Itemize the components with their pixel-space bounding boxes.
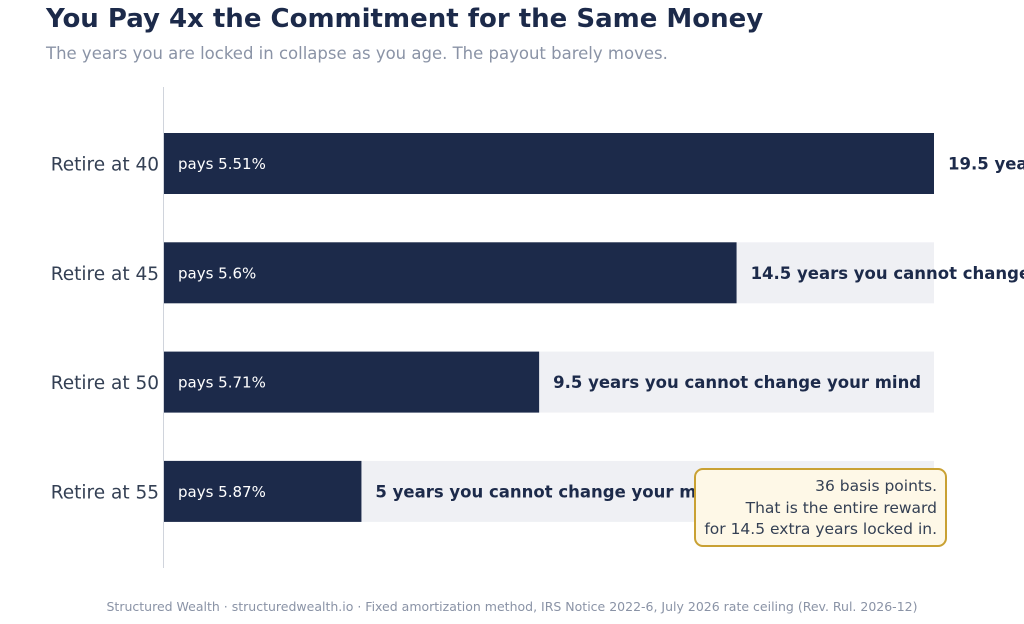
bar <box>164 242 737 304</box>
bar-value-label: 19.5 years you cannot change your mind <box>948 155 1024 174</box>
bar <box>164 460 362 522</box>
bar-rate-label: pays 5.87% <box>178 483 266 501</box>
footer-source: Structured Wealth · structuredwealth.io … <box>106 599 918 614</box>
bar-rate-label: pays 5.51% <box>178 155 266 173</box>
bars-group: Retire at 40 pays 5.51% 19.5 years you can… <box>51 133 1024 522</box>
bar-value-label: 14.5 years you cannot change your mind <box>751 264 1024 283</box>
bar-value-label: 9.5 years you cannot change your mind <box>553 373 921 392</box>
chart-subtitle: The years you are locked in collapse as … <box>46 44 668 63</box>
chart-title: You Pay 4x the Commitment for the Same M… <box>46 4 764 34</box>
annotation-line: for 14.5 extra years locked in. <box>704 520 937 538</box>
bar-value-label: 5 years you cannot change your mind <box>375 482 725 501</box>
annotation-line: That is the entire reward <box>745 498 937 517</box>
annotation-line: 36 basis points. <box>815 477 937 495</box>
category-label: Retire at 45 <box>51 264 159 285</box>
category-label: Retire at 40 <box>51 155 159 176</box>
bar <box>164 133 934 194</box>
category-label: Retire at 50 <box>51 373 159 394</box>
bar-rate-label: pays 5.71% <box>178 374 266 392</box>
annotation-callout: 36 basis points. That is the entire rewa… <box>694 468 947 547</box>
bar-rate-label: pays 5.6% <box>178 264 256 282</box>
category-label: Retire at 55 <box>51 482 159 503</box>
bar <box>164 351 540 413</box>
